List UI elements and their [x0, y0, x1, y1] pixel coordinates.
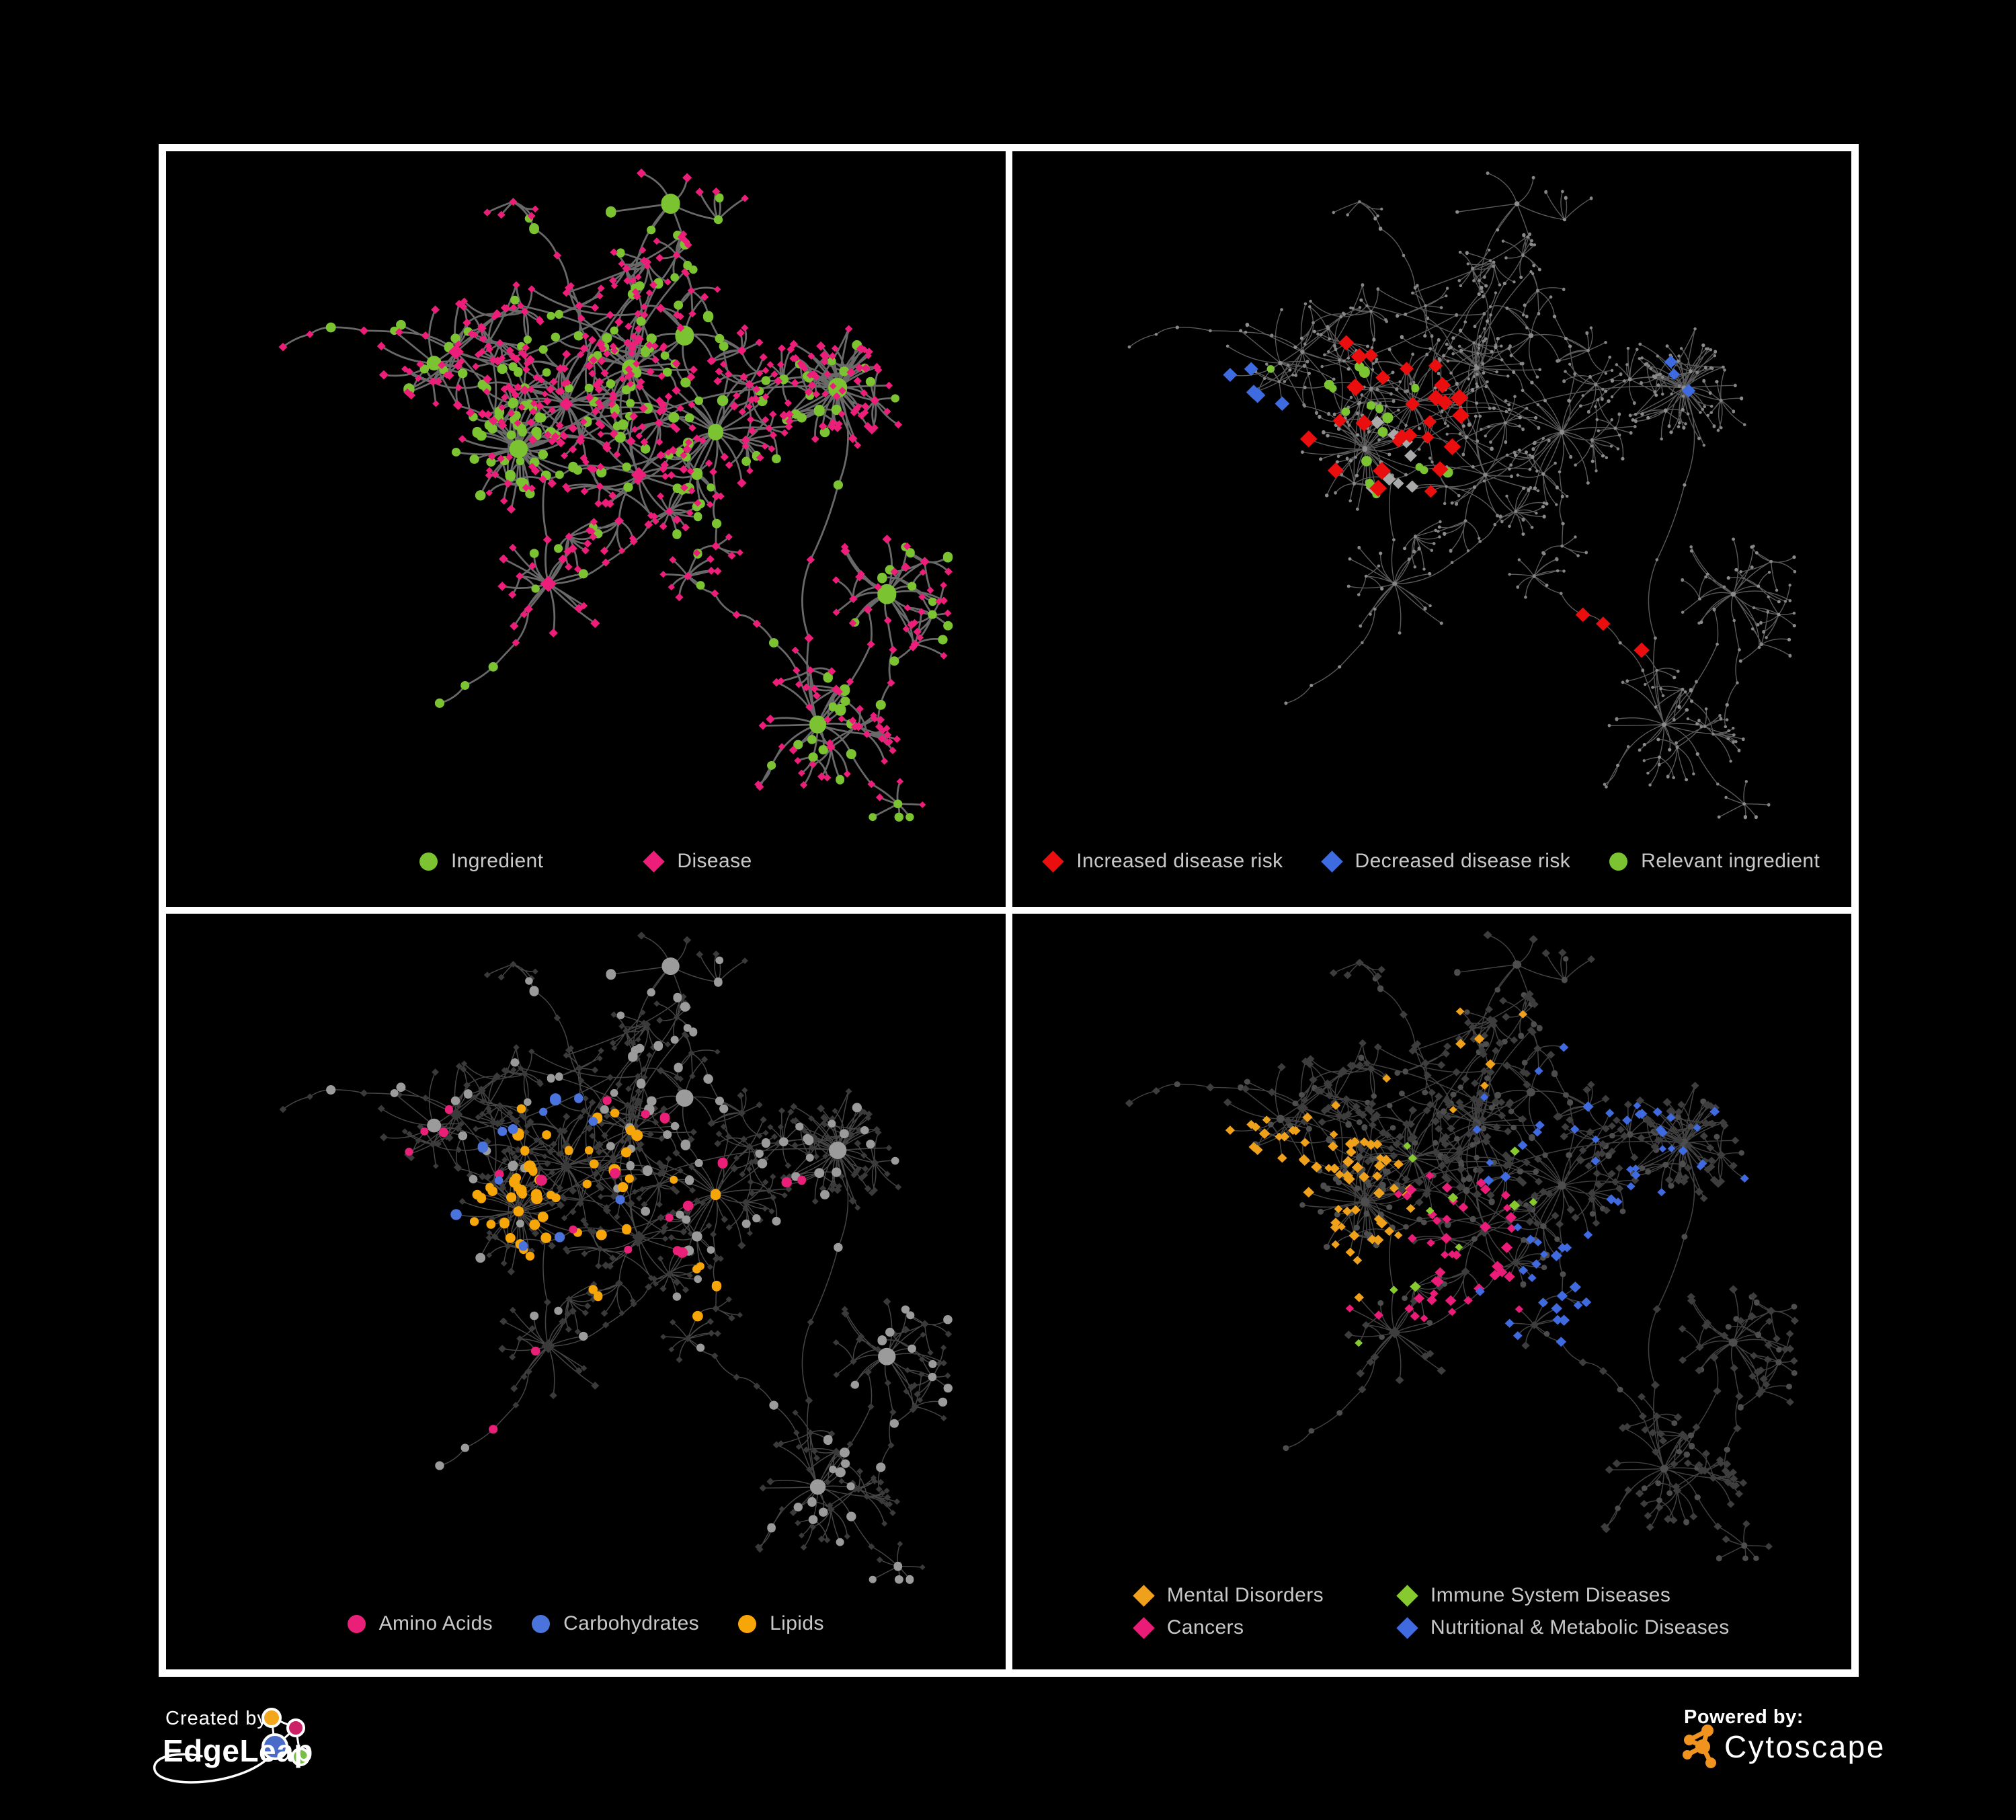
- legend-label: Amino Acids: [378, 1612, 493, 1634]
- network-canvas-disease-risk: [1127, 171, 1796, 820]
- network-nodes-circle: [469, 1104, 722, 1322]
- cytoscape-logo: Powered by: Cytoscape: [1683, 1706, 1886, 1768]
- legend-label: Lipids: [770, 1612, 824, 1634]
- network-edges: [1129, 172, 1795, 818]
- network-nodes-circle: [326, 956, 953, 1584]
- figure-grid: Ingredient Disease Increased disease risk…: [159, 144, 1859, 1677]
- mental-disorders-diamond-marker-icon: [1133, 1584, 1155, 1607]
- disease-diamond-marker-icon: [643, 850, 666, 873]
- legend-label: Decreased disease risk: [1355, 850, 1571, 872]
- legend-label: Immune System Diseases: [1430, 1584, 1671, 1606]
- legend-item-cancers: Cancers: [1133, 1616, 1324, 1639]
- legend-item-carbohydrates: Carbohydrates: [532, 1612, 699, 1635]
- cytoscape-credit: Powered by: Cytoscape: [1657, 1688, 1966, 1795]
- cancers-diamond-marker-icon: [1133, 1616, 1155, 1639]
- legend-disease-risk: Increased disease risk Decreased disease …: [1012, 828, 1852, 907]
- panel-disease-classes-network: Mental Disorders Immune System Diseases Ca…: [1008, 910, 1855, 1673]
- network-nodes-circle: [325, 193, 953, 822]
- edgeleap-node-yellow-icon: [261, 1708, 282, 1728]
- legend-label: Cancers: [1166, 1616, 1244, 1638]
- edgeleap-node-blue-icon: [261, 1733, 288, 1760]
- legend-item-lipids: Lipids: [738, 1612, 824, 1635]
- immune-system-diseases-diamond-marker-icon: [1396, 1584, 1418, 1607]
- legend-item-increased-disease-risk: Increased disease risk: [1042, 850, 1283, 873]
- legend-item-immune-system-diseases: Immune System Diseases: [1396, 1584, 1730, 1607]
- network-nodes-diamond: [279, 931, 953, 1571]
- amino-acids-circle-marker-icon: [347, 1614, 366, 1633]
- network-nodes-diamond: [278, 168, 953, 809]
- legend-item-mental-disorders: Mental Disorders: [1133, 1584, 1324, 1607]
- legend-label: Carbohydrates: [563, 1612, 700, 1634]
- panel-ingredient-disease-network: Ingredient Disease: [163, 148, 1009, 910]
- lipids-circle-marker-icon: [738, 1614, 757, 1633]
- legend-label: Mental Disorders: [1166, 1584, 1324, 1606]
- cytoscape-logo-icon: [1683, 1725, 1716, 1768]
- edgeleap-brand: EdgeLeap: [163, 1733, 313, 1768]
- legend-item-ingredient: Ingredient: [419, 850, 543, 873]
- network-nodes-diamond: [1125, 931, 1799, 1550]
- legend-label: Ingredient: [450, 850, 544, 872]
- network-nodes-diamond: [1225, 1007, 1527, 1302]
- network-nodes-diamond: [1471, 1043, 1749, 1347]
- legend-label: Relevant ingredient: [1641, 850, 1820, 872]
- network-canvas-ingredient-disease: [278, 168, 953, 822]
- legend-label: Nutritional & Metabolic Diseases: [1430, 1616, 1730, 1638]
- created-by-label: Created by:: [165, 1708, 274, 1729]
- legend-item-decreased-disease-risk: Decreased disease risk: [1320, 850, 1571, 873]
- network-canvas-ingredient-classes: [279, 931, 953, 1584]
- panel-ingredient-classes-network: Amino Acids Carbohydrates Lipids: [163, 910, 1009, 1673]
- relevant-ingredient-circle-marker-icon: [1609, 852, 1628, 871]
- network-nodes-circle: [1174, 956, 1798, 1562]
- carbohydrates-circle-marker-icon: [532, 1614, 551, 1633]
- nutritional-metabolic-diseases-diamond-marker-icon: [1396, 1616, 1418, 1639]
- decreased-disease-risk-diamond-marker-icon: [1320, 850, 1343, 873]
- legend-item-disease: Disease: [643, 850, 752, 873]
- legend-disease-classes: Mental Disorders Immune System Diseases Ca…: [1012, 1569, 1852, 1669]
- edgeleap-credit: Created by: EdgeLeap: [153, 1688, 477, 1795]
- network-nodes-diamond: [1345, 1171, 1523, 1322]
- network-nodes-circle: [405, 1096, 806, 1434]
- network-nodes-circle: [1127, 171, 1796, 807]
- increased-disease-risk-diamond-marker-icon: [1042, 850, 1065, 873]
- legend-ingredient-disease: Ingredient Disease: [166, 828, 1006, 907]
- legend-item-nutritional-metabolic-diseases: Nutritional & Metabolic Diseases: [1396, 1616, 1730, 1639]
- powered-by-label: Powered by:: [1684, 1706, 1804, 1728]
- edgeleap-swoosh-line: [153, 1753, 270, 1784]
- ingredient-circle-marker-icon: [419, 852, 438, 871]
- legend-ingredient-classes: Amino Acids Carbohydrates Lipids: [166, 1590, 1006, 1669]
- legend-label: Increased disease risk: [1076, 850, 1283, 872]
- legend-item-amino-acids: Amino Acids: [347, 1612, 493, 1635]
- cytoscape-brand: Cytoscape: [1724, 1729, 1886, 1764]
- panel-disease-risk-network: Increased disease risk Decreased disease …: [1008, 148, 1855, 910]
- edgeleap-node-pink-icon: [286, 1718, 305, 1737]
- edgeleap-node-green-icon: [291, 1747, 310, 1766]
- legend-label: Disease: [677, 850, 752, 872]
- network-nodes-circle: [1175, 196, 1796, 820]
- legend-item-relevant-ingredient: Relevant ingredient: [1609, 850, 1820, 873]
- edgeleap-logo: Created by: EdgeLeap: [153, 1708, 313, 1784]
- network-edges: [1128, 934, 1795, 1559]
- network-canvas-disease-classes: [1125, 931, 1799, 1562]
